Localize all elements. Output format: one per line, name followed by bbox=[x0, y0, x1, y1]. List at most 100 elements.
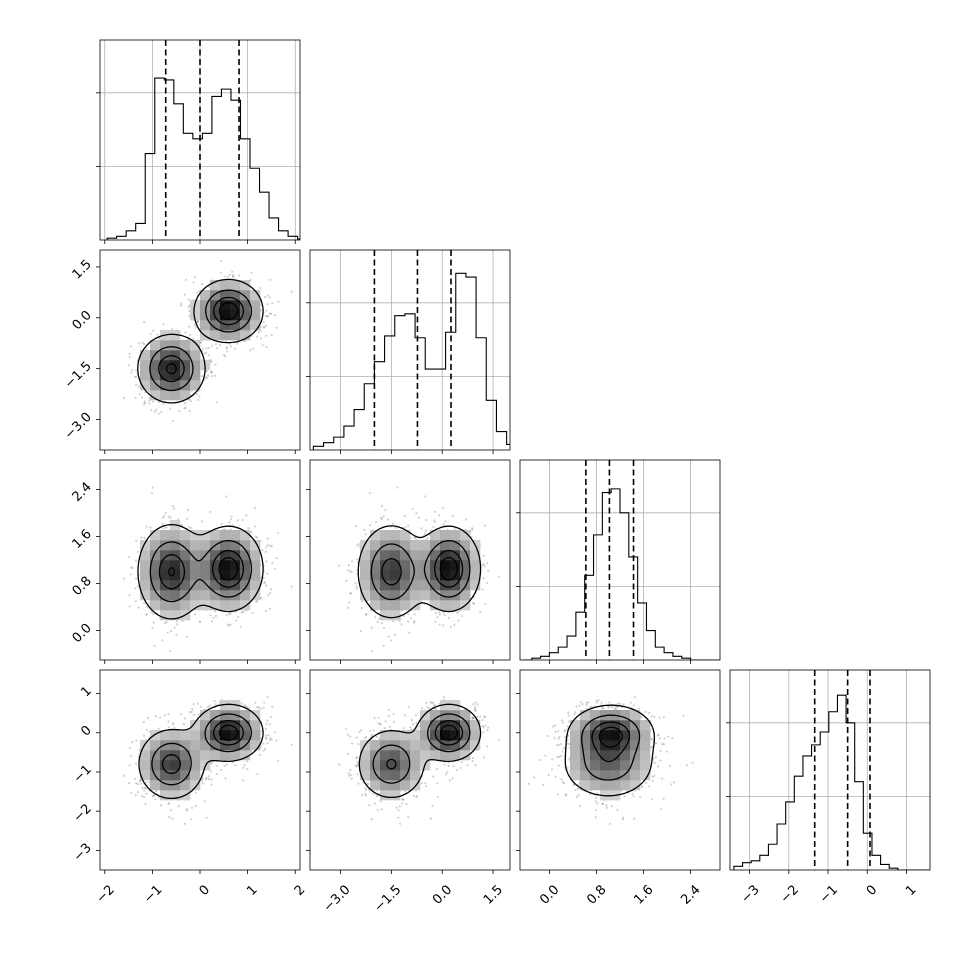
scatter-point bbox=[263, 321, 265, 323]
scatter-point bbox=[277, 532, 279, 534]
scatter-point bbox=[444, 614, 446, 616]
scatter-point bbox=[382, 515, 384, 517]
scatter-point bbox=[190, 400, 192, 402]
scatter-point bbox=[214, 375, 216, 377]
scatter-point bbox=[450, 626, 452, 628]
scatter-point bbox=[267, 594, 269, 596]
density-panel-x0-x3 bbox=[96, 670, 300, 874]
scatter-point bbox=[442, 523, 444, 525]
scatter-point bbox=[259, 287, 261, 289]
scatter-point bbox=[171, 328, 173, 330]
density-cell bbox=[230, 600, 240, 610]
scatter-point bbox=[240, 626, 242, 628]
density-cell bbox=[150, 380, 160, 390]
scatter-point bbox=[180, 305, 182, 307]
scatter-point bbox=[201, 375, 203, 377]
density-cell bbox=[370, 590, 380, 600]
density-cell bbox=[440, 560, 450, 570]
scatter-point bbox=[439, 613, 441, 615]
scatter-point bbox=[258, 331, 260, 333]
scatter-point bbox=[208, 778, 210, 780]
scatter-point bbox=[152, 330, 154, 332]
scatter-point bbox=[165, 527, 167, 529]
scatter-point bbox=[275, 739, 277, 741]
scatter-point bbox=[361, 607, 363, 609]
density-cell bbox=[190, 340, 200, 350]
density-cell bbox=[410, 550, 420, 560]
scatter-point bbox=[355, 525, 357, 527]
density-cell bbox=[190, 540, 200, 550]
scatter-point bbox=[381, 505, 383, 507]
scatter-point bbox=[407, 620, 409, 622]
scatter-point bbox=[383, 645, 385, 647]
density-cell bbox=[160, 370, 170, 380]
scatter-point bbox=[226, 350, 228, 352]
density-cell bbox=[160, 530, 170, 540]
density-panel-x0-x2 bbox=[96, 460, 300, 664]
density-cell bbox=[400, 580, 410, 590]
scatter-point bbox=[178, 410, 180, 412]
scatter-point bbox=[265, 560, 267, 562]
hist-panel-x0 bbox=[96, 40, 307, 244]
scatter-point bbox=[220, 272, 222, 274]
scatter-point bbox=[123, 577, 125, 579]
scatter-point bbox=[351, 560, 353, 562]
density-cell bbox=[200, 580, 210, 590]
scatter-point bbox=[130, 372, 132, 374]
scatter-point bbox=[205, 376, 207, 378]
scatter-point bbox=[160, 411, 162, 413]
scatter-point bbox=[190, 527, 192, 529]
scatter-point bbox=[275, 557, 277, 559]
scatter-point bbox=[187, 298, 189, 300]
scatter-point bbox=[482, 589, 484, 591]
scatter-point bbox=[184, 293, 186, 295]
scatter-point bbox=[199, 620, 201, 622]
scatter-point bbox=[238, 274, 240, 276]
scatter-point bbox=[265, 546, 267, 548]
panel-frame bbox=[310, 250, 510, 450]
scatter-point bbox=[129, 605, 131, 607]
scatter-point bbox=[380, 517, 382, 519]
scatter-point bbox=[350, 571, 352, 573]
scatter-point bbox=[158, 412, 160, 414]
scatter-point bbox=[219, 344, 221, 346]
scatter-point bbox=[242, 779, 244, 781]
scatter-point bbox=[348, 602, 350, 604]
scatter-point bbox=[148, 402, 150, 404]
scatter-point bbox=[269, 279, 271, 281]
scatter-point bbox=[225, 614, 227, 616]
scatter-point bbox=[162, 323, 164, 325]
density-cell bbox=[190, 350, 200, 360]
density-cell bbox=[190, 570, 200, 580]
scatter-point bbox=[434, 511, 436, 513]
scatter-point bbox=[145, 614, 147, 616]
scatter-point bbox=[274, 568, 276, 570]
scatter-point bbox=[270, 588, 272, 590]
scatter-point bbox=[267, 294, 269, 296]
scatter-point bbox=[134, 587, 136, 589]
density-cell bbox=[170, 530, 180, 540]
scatter-point bbox=[263, 326, 265, 328]
scatter-point bbox=[152, 486, 154, 488]
scatter-point bbox=[378, 618, 380, 620]
scatter-point bbox=[135, 578, 137, 580]
scatter-point bbox=[135, 384, 137, 386]
scatter-point bbox=[138, 607, 140, 609]
scatter-point bbox=[265, 584, 267, 586]
scatter-point bbox=[205, 347, 207, 349]
scatter-point bbox=[484, 565, 486, 567]
scatter-point bbox=[396, 486, 398, 488]
scatter-point bbox=[395, 527, 397, 529]
scatter-point bbox=[369, 524, 371, 526]
scatter-point bbox=[457, 619, 459, 621]
density-cell bbox=[140, 580, 150, 590]
scatter-point bbox=[153, 645, 155, 647]
scatter-point bbox=[461, 615, 463, 617]
scatter-point bbox=[151, 627, 153, 629]
scatter-point bbox=[150, 526, 152, 528]
scatter-point bbox=[403, 515, 405, 517]
scatter-point bbox=[216, 401, 218, 403]
scatter-point bbox=[361, 600, 363, 602]
scatter-point bbox=[163, 515, 165, 517]
density-cell bbox=[390, 560, 400, 570]
